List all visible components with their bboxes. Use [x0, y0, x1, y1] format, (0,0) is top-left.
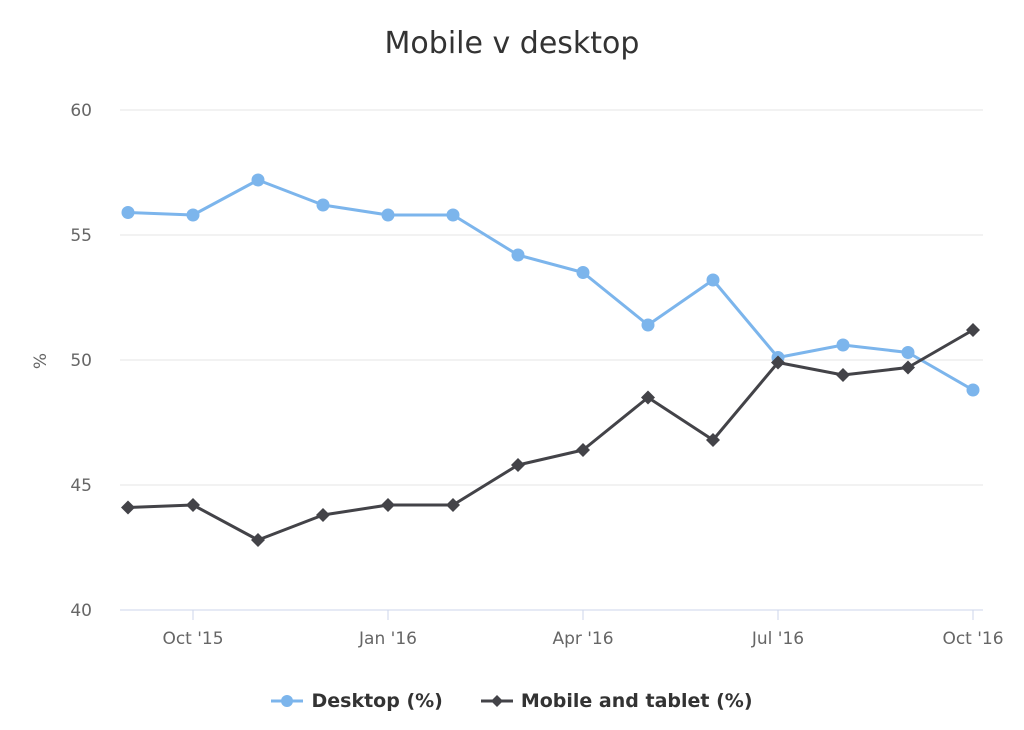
y-tick-label: 55 — [70, 226, 92, 246]
y-tick-label: 40 — [70, 601, 92, 621]
legend-item-desktop[interactable]: Desktop (%) — [271, 690, 443, 712]
x-tick-label: Oct '15 — [162, 629, 223, 649]
x-tick-label: Oct '16 — [942, 629, 1003, 649]
x-tick-label: Jan '16 — [358, 629, 417, 649]
data-point[interactable] — [381, 498, 395, 512]
data-point[interactable] — [186, 498, 200, 512]
data-point[interactable] — [706, 433, 720, 447]
data-point[interactable] — [641, 318, 655, 332]
data-point[interactable] — [771, 355, 785, 370]
circle-marker-icon — [271, 695, 304, 707]
data-point[interactable] — [836, 368, 850, 382]
series-line-mobile — [127, 328, 974, 542]
data-point[interactable] — [316, 508, 330, 522]
legend-label-desktop: Desktop (%) — [311, 690, 443, 712]
data-point[interactable] — [446, 498, 460, 512]
x-tick-label: Jul '16 — [751, 629, 804, 649]
data-point[interactable] — [966, 323, 980, 337]
data-point[interactable] — [641, 390, 655, 405]
data-point[interactable] — [576, 443, 590, 457]
data-point[interactable] — [706, 273, 720, 287]
data-point[interactable] — [251, 533, 265, 547]
data-point[interactable] — [576, 266, 590, 279]
line-chart: 40 45 50 55 60 Oct '15 Jan '16 Apr '16 Jul '16 Oc… — [31, 101, 1004, 649]
chart-legend: Desktop (%) Mobile and tablet (%) — [0, 690, 1024, 712]
data-point[interactable] — [836, 338, 850, 352]
data-point[interactable] — [316, 198, 330, 212]
chart-title: Mobile v desktop — [384, 26, 640, 61]
y-tick-label: 60 — [70, 101, 92, 121]
y-axis-title: % — [31, 353, 51, 369]
data-point[interactable] — [446, 208, 460, 222]
data-point[interactable] — [901, 346, 915, 359]
data-point[interactable] — [966, 383, 980, 397]
data-point[interactable] — [381, 208, 395, 222]
legend-item-mobile[interactable]: Mobile and tablet (%) — [480, 690, 753, 712]
data-point[interactable] — [121, 500, 135, 515]
data-point[interactable] — [121, 206, 135, 219]
data-point[interactable] — [511, 248, 525, 262]
diamond-marker-icon — [480, 695, 513, 707]
y-tick-label: 50 — [70, 351, 92, 371]
data-point[interactable] — [901, 360, 915, 375]
data-point[interactable] — [186, 208, 200, 222]
legend-label-mobile: Mobile and tablet (%) — [520, 690, 753, 712]
x-tick-label: Apr '16 — [552, 629, 613, 649]
data-point[interactable] — [251, 173, 265, 187]
y-tick-label: 45 — [70, 476, 92, 496]
data-point[interactable] — [511, 458, 525, 472]
series-line-desktop — [127, 178, 974, 392]
